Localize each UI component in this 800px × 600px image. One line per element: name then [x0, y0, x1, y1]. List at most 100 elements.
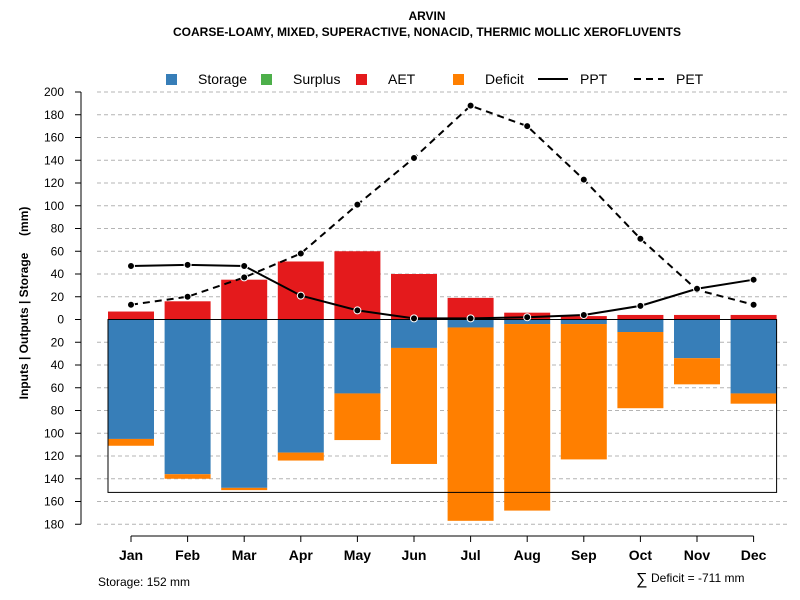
lines	[127, 101, 758, 323]
point-ppt-jun	[410, 314, 418, 323]
point-ppt-aug	[523, 313, 532, 322]
bar-storage-aug	[504, 319, 551, 325]
y-tick-label: 60	[51, 381, 65, 395]
deficit-footnote: Deficit = -711 mm	[651, 571, 744, 585]
bar-deficit-aug	[504, 324, 551, 511]
storage-footnote: Storage: 152 mm	[98, 575, 190, 589]
bar-aet-jun	[391, 274, 437, 320]
y-axis-label: Inputs | Outputs | Storage (mm)	[17, 207, 31, 400]
bar-deficit-feb	[164, 474, 211, 479]
bar-aet-apr	[277, 261, 324, 320]
point-pet-sep	[579, 175, 588, 184]
point-ppt-jan	[127, 262, 135, 271]
point-pet-jun	[410, 153, 418, 162]
bar-storage-oct	[617, 319, 664, 333]
legend-label-deficit: Deficit	[485, 71, 524, 87]
bar-aet-jul	[447, 297, 494, 320]
legend-label-aet: AET	[388, 71, 416, 87]
point-ppt-sep	[579, 310, 588, 319]
bar-deficit-jun	[391, 347, 437, 464]
point-ppt-mar	[240, 262, 249, 271]
point-ppt-apr	[296, 291, 305, 300]
bar-deficit-nov	[674, 358, 720, 385]
y-tick-label: 60	[51, 244, 65, 258]
point-ppt-oct	[636, 301, 645, 310]
y-tick-label: 80	[51, 404, 65, 418]
legend-label-surplus: Surplus	[293, 71, 340, 87]
legend-label-storage: Storage	[198, 71, 247, 87]
legend-swatch-aet	[356, 74, 367, 85]
bar-storage-jun	[391, 319, 437, 348]
chart-title: ARVIN	[408, 9, 445, 23]
point-pet-oct	[636, 234, 645, 243]
bar-storage-nov	[674, 319, 720, 359]
line-pet	[130, 104, 754, 306]
bar-aet-feb	[164, 301, 211, 320]
legend-label-ppt: PPT	[580, 71, 608, 87]
y-tick-label: 120	[44, 449, 64, 463]
bar-aet-oct	[617, 314, 664, 320]
x-tick-label-jul: Jul	[460, 547, 480, 563]
y-tick-label: 160	[44, 131, 64, 145]
x-tick-label-mar: Mar	[232, 547, 257, 563]
x-tick-label-apr: Apr	[289, 547, 314, 563]
point-pet-may	[353, 200, 362, 209]
x-tick-label-feb: Feb	[175, 547, 200, 563]
bar-deficit-may	[334, 393, 381, 441]
y-tick-label: 0	[57, 313, 64, 327]
bar-storage-sep	[560, 319, 607, 325]
bar-storage-feb	[164, 319, 211, 475]
bar-aet-jan	[108, 311, 154, 320]
y-tick-label: 20	[51, 290, 65, 304]
axes: 2001801601401201008060402002040608010012…	[44, 85, 767, 563]
point-pet-apr	[296, 249, 305, 258]
point-ppt-feb	[183, 260, 192, 269]
y-tick-label: 160	[44, 495, 64, 509]
x-tick-label-oct: Oct	[629, 547, 653, 563]
y-tick-label: 100	[44, 199, 64, 213]
point-ppt-dec	[749, 275, 758, 284]
bar-deficit-dec	[730, 393, 777, 404]
y-tick-label: 140	[44, 153, 64, 167]
bar-aet-dec	[730, 314, 777, 320]
x-tick-label-sep: Sep	[571, 547, 597, 563]
bar-deficit-sep	[560, 324, 607, 460]
point-pet-mar	[240, 273, 249, 282]
bars	[108, 251, 777, 521]
bar-deficit-oct	[617, 332, 664, 409]
y-tick-label: 20	[51, 335, 65, 349]
point-pet-feb	[183, 292, 192, 301]
bar-aet-nov	[674, 314, 720, 320]
point-pet-jan	[127, 300, 135, 309]
x-tick-label-jan: Jan	[119, 547, 143, 563]
y-tick-label: 40	[51, 358, 65, 372]
point-pet-dec	[749, 300, 758, 309]
storage-capacity-frame	[107, 319, 778, 493]
bar-deficit-jan	[108, 438, 154, 446]
bar-deficit-apr	[277, 452, 324, 461]
deficit-sum-symbol: ∑	[636, 571, 647, 588]
bar-storage-dec	[730, 319, 777, 394]
legend-label-pet: PET	[676, 71, 704, 87]
y-tick-label: 200	[44, 85, 64, 99]
bar-deficit-mar	[221, 487, 268, 491]
legend-swatch-surplus	[261, 74, 272, 85]
bar-storage-apr	[277, 319, 324, 453]
bar-storage-mar	[221, 319, 268, 488]
point-ppt-nov	[693, 284, 701, 293]
bar-storage-jan	[108, 319, 154, 439]
y-tick-label: 100	[44, 426, 64, 440]
x-tick-label-nov: Nov	[684, 547, 711, 563]
line-ppt	[130, 263, 754, 320]
point-ppt-jul	[466, 314, 475, 323]
bar-aet-mar	[221, 279, 268, 320]
y-tick-label: 120	[44, 176, 64, 190]
point-pet-jul	[466, 101, 475, 110]
x-tick-label-aug: Aug	[514, 547, 541, 563]
bar-deficit-jul	[447, 327, 494, 521]
y-tick-label: 140	[44, 472, 64, 486]
x-tick-label-dec: Dec	[741, 547, 767, 563]
x-tick-label-jun: Jun	[402, 547, 427, 563]
gridlines	[97, 91, 788, 525]
